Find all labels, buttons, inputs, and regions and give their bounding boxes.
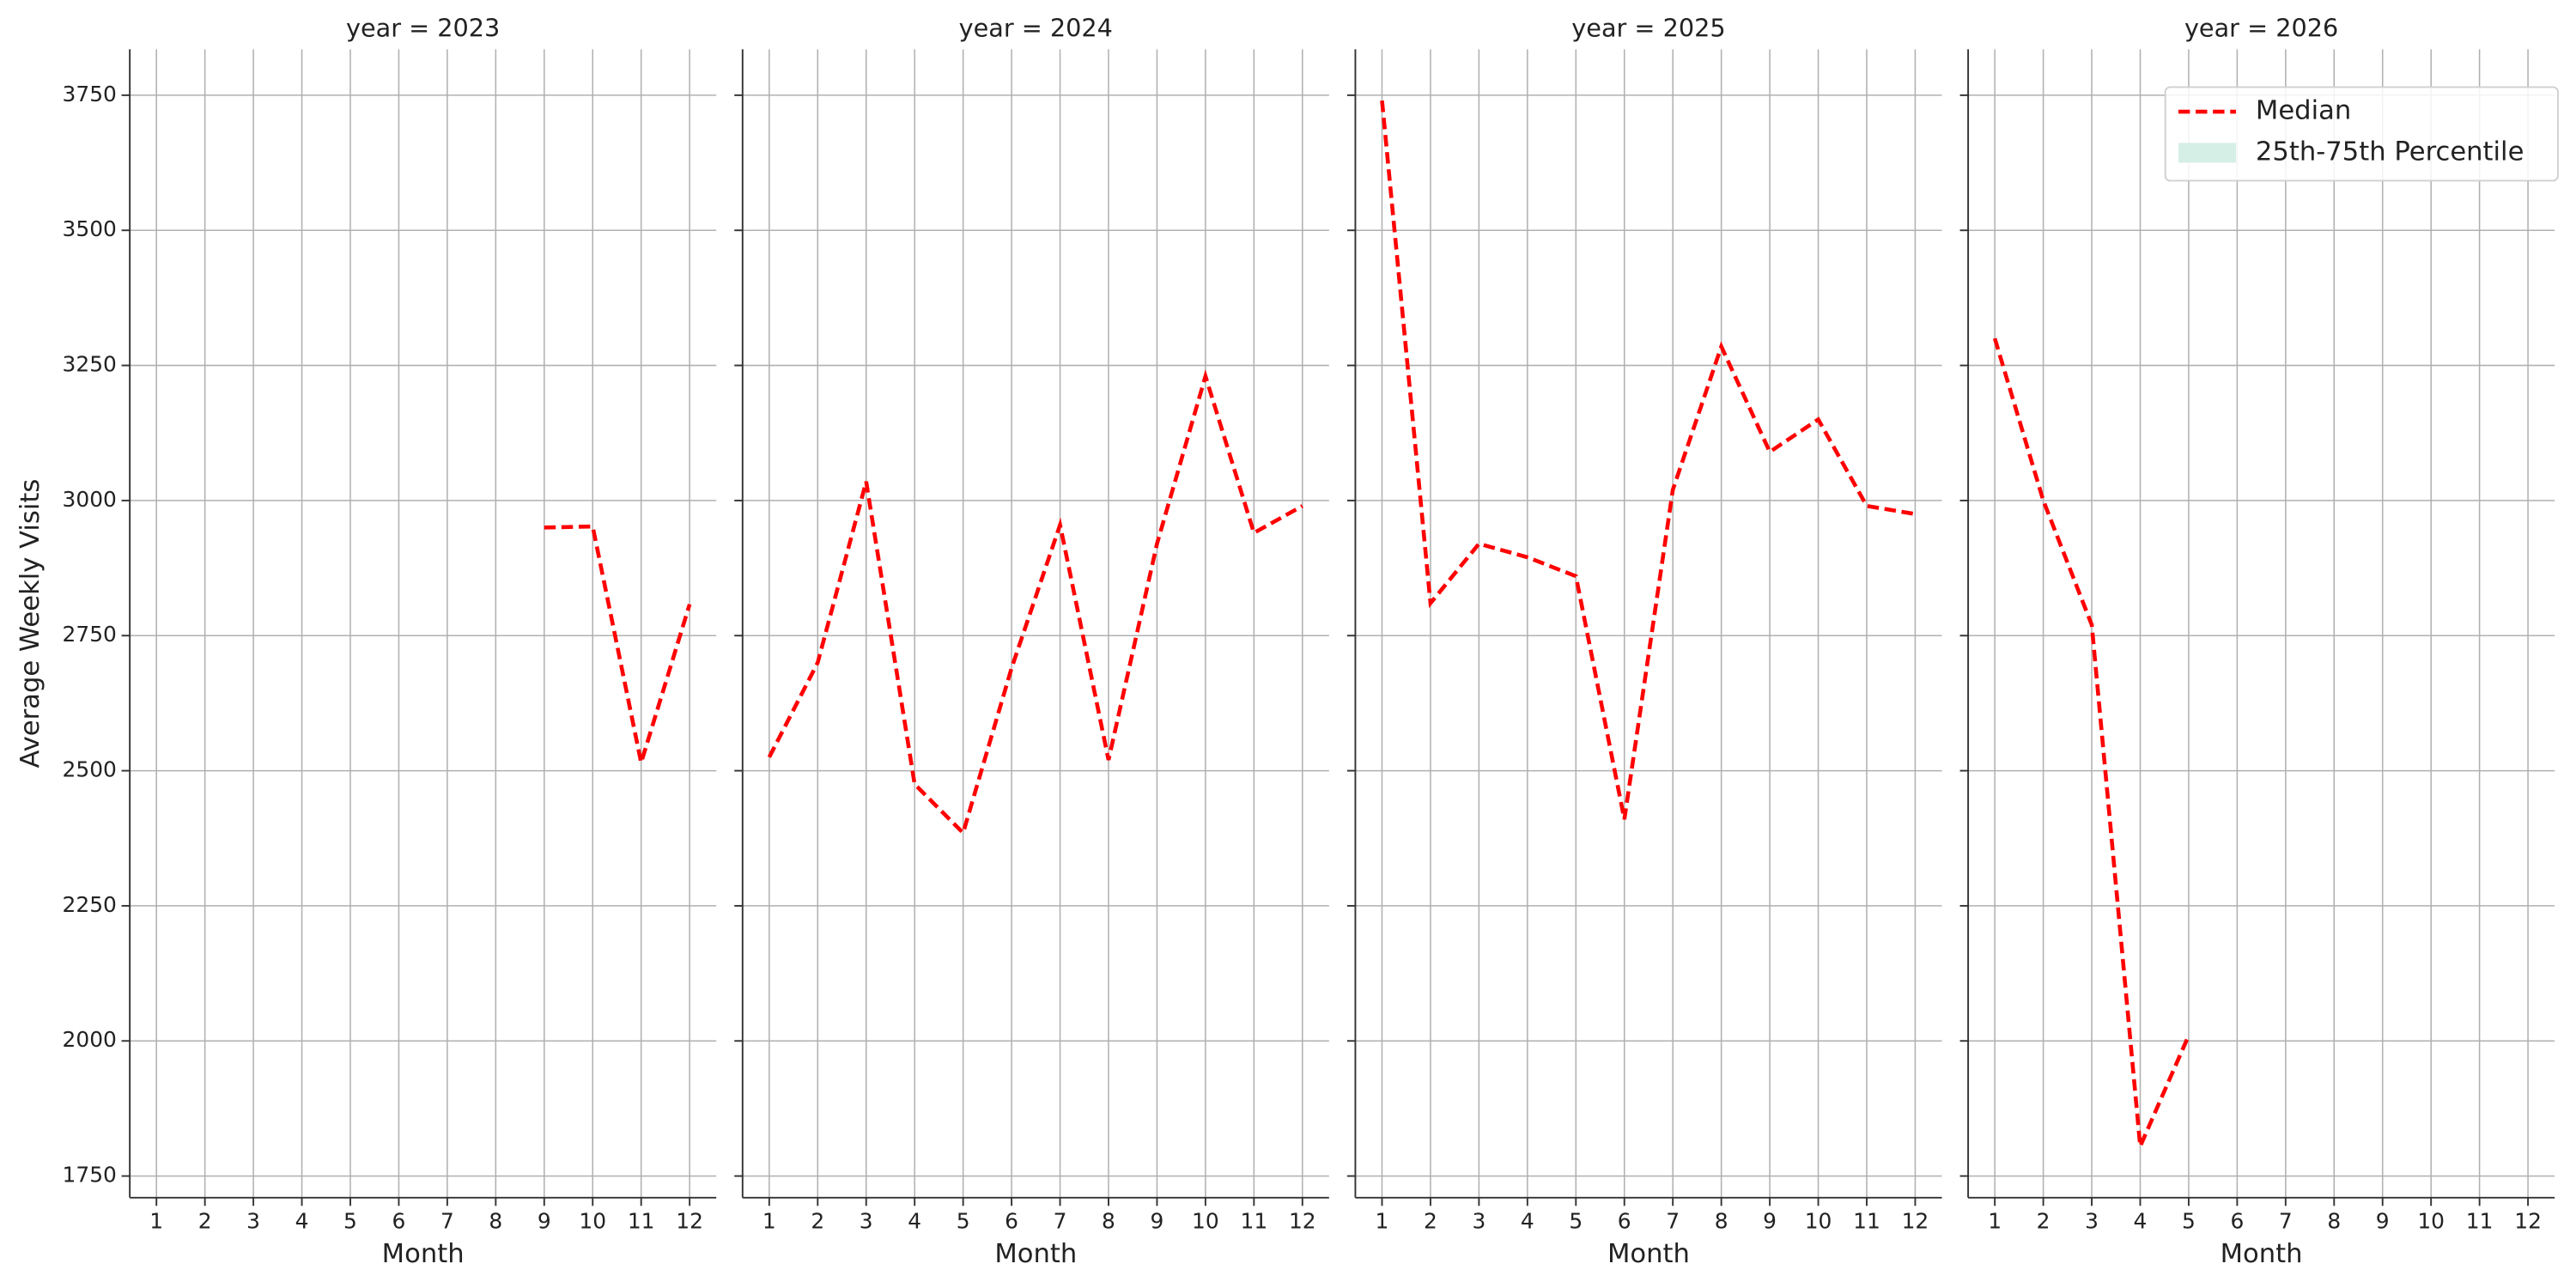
x-tick-label: 11 [1853,1208,1880,1233]
panel-title: year = 2023 [346,13,500,42]
x-tick-label: 3 [860,1208,873,1233]
x-axis-label: Month [382,1239,465,1269]
x-tick-label: 1 [1376,1208,1389,1233]
x-tick-label: 5 [957,1208,970,1233]
x-axis-label: Month [1607,1239,1690,1269]
x-tick-label: 10 [1805,1208,1832,1233]
x-tick-label: 3 [1472,1208,1485,1233]
x-tick-label: 8 [2327,1208,2341,1233]
x-tick-label: 5 [343,1208,357,1233]
x-tick-label: 1 [1988,1208,2002,1233]
y-tick-label: 2250 [63,892,117,917]
x-tick-label: 2 [811,1208,824,1233]
y-tick-label: 3250 [63,352,117,377]
x-tick-label: 7 [440,1208,454,1233]
legend-box [2164,86,2559,182]
x-tick-label: 12 [2514,1208,2542,1233]
x-tick-label: 11 [628,1208,655,1233]
x-tick-label: 3 [246,1208,260,1233]
x-tick-label: 4 [1521,1208,1534,1233]
x-tick-label: 10 [1192,1208,1219,1233]
x-tick-label: 10 [2417,1208,2445,1233]
median-line [544,524,692,763]
x-tick-label: 6 [1005,1208,1018,1233]
x-tick-label: 8 [1102,1208,1115,1233]
legend-band [2178,143,2236,163]
x-tick-label: 9 [538,1208,551,1233]
x-tick-label: 2 [198,1208,212,1233]
x-tick-label: 7 [1666,1208,1680,1233]
legend-label: 25th-75th Percentile [2256,137,2524,167]
x-tick-label: 1 [149,1208,163,1233]
median-line [1380,100,1916,820]
x-tick-label: 5 [1569,1208,1583,1233]
y-tick-label: 2500 [63,757,117,782]
x-tick-label: 8 [489,1208,502,1233]
panel-title: year = 2026 [2184,13,2338,42]
x-tick-label: 5 [2182,1208,2196,1233]
x-tick-label: 12 [1289,1208,1316,1233]
x-tick-label: 4 [2134,1208,2148,1233]
x-tick-label: 2 [1424,1208,1437,1233]
x-tick-label: 7 [2279,1208,2293,1233]
y-tick-label: 3500 [63,216,117,241]
x-tick-label: 3 [2085,1208,2099,1233]
x-tick-label: 1 [762,1208,776,1233]
y-tick-label: 2750 [63,622,117,647]
x-tick-label: 10 [579,1208,606,1233]
x-tick-label: 2 [2037,1208,2050,1233]
x-tick-label: 9 [1151,1208,1164,1233]
x-tick-label: 6 [1618,1208,1631,1233]
y-tick-label: 3750 [63,82,117,106]
x-tick-label: 11 [1241,1208,1268,1233]
x-tick-label: 7 [1054,1208,1067,1233]
panel-title: year = 2025 [1571,13,1725,42]
y-axis-label: Average Weekly Visits [15,479,46,769]
x-tick-label: 9 [1763,1208,1777,1233]
median-line [1992,337,2191,1147]
x-axis-label: Month [2221,1239,2303,1269]
x-tick-label: 6 [392,1208,406,1233]
y-tick-label: 3000 [63,487,117,512]
x-axis-label: Month [994,1239,1077,1269]
x-tick-label: 12 [676,1208,703,1233]
x-tick-label: 11 [2466,1208,2494,1233]
x-tick-label: 4 [295,1208,309,1233]
panel-title: year = 2024 [959,13,1113,42]
x-tick-label: 6 [2230,1208,2244,1233]
x-tick-label: 8 [1715,1208,1728,1233]
y-tick-label: 1750 [63,1163,117,1188]
x-tick-label: 9 [2376,1208,2390,1233]
x-tick-label: 12 [1902,1208,1929,1233]
x-tick-label: 4 [908,1208,921,1233]
median-line [767,369,1303,837]
y-tick-label: 2000 [63,1027,117,1052]
legend-label: Median [2256,96,2351,126]
